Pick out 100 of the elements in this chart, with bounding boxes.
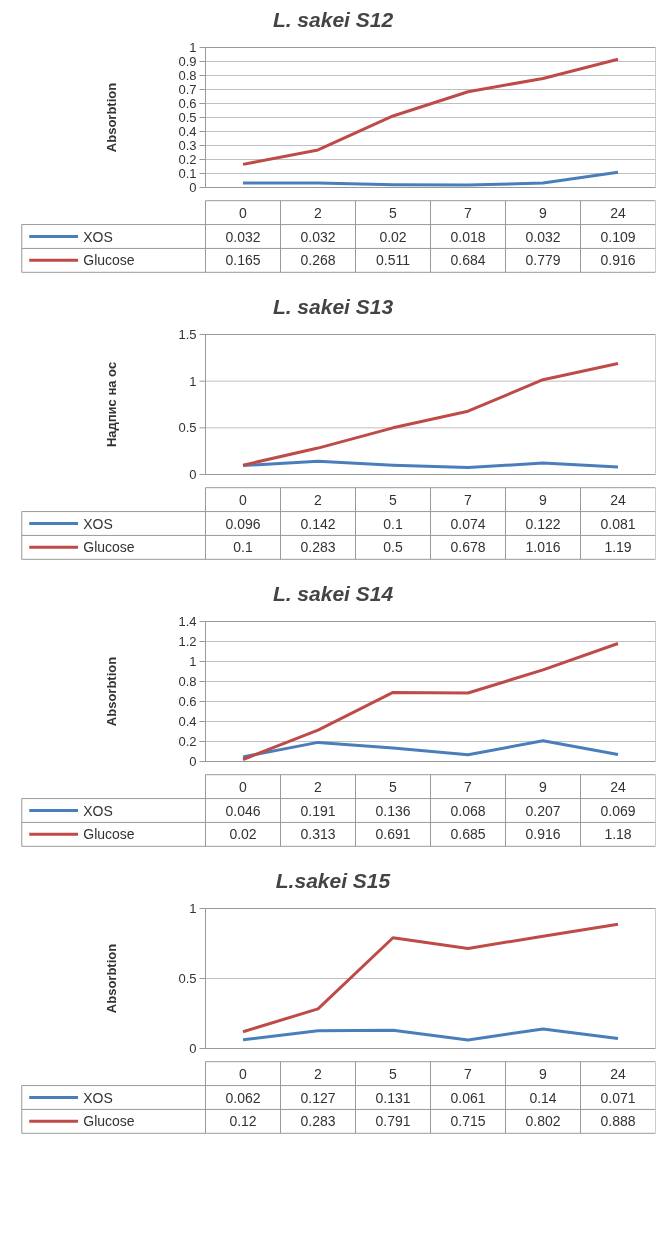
y-tick-label: 0: [189, 754, 197, 769]
legend-label: XOS: [83, 1089, 113, 1106]
category-label: 7: [464, 204, 472, 221]
category-label: 2: [314, 1065, 322, 1082]
y-tick-label: 0.5: [178, 971, 197, 986]
data-label: 0.032: [525, 228, 561, 245]
y-tick-label: 0.7: [178, 82, 197, 97]
data-label: 0.062: [225, 1089, 261, 1106]
data-label: 0.068: [450, 802, 486, 819]
data-label: 0.165: [225, 252, 261, 269]
data-label: 0.074: [450, 515, 486, 532]
category-label: 24: [610, 491, 626, 508]
data-label: 0.283: [300, 1113, 336, 1130]
legend-label: XOS: [83, 228, 113, 245]
category-label: 5: [389, 778, 397, 795]
y-tick-label: 0.5: [178, 110, 197, 125]
category-label: 9: [539, 204, 547, 221]
line-series: [241, 922, 620, 1034]
line-series: [241, 361, 620, 467]
data-label: 0.069: [600, 802, 636, 819]
y-tick-label: 0.8: [178, 674, 197, 689]
category-label: 9: [539, 491, 547, 508]
data-label: 0.207: [525, 802, 561, 819]
y-axis-title: Absorbtion: [104, 656, 120, 727]
y-tick-label: 0.1: [178, 166, 197, 181]
category-label: 2: [314, 491, 322, 508]
line-series: [241, 642, 620, 761]
data-label: 0.109: [600, 228, 636, 245]
data-label: 0.032: [225, 228, 261, 245]
data-label: 0.1: [233, 539, 253, 556]
legend-label: Glucose: [83, 252, 135, 269]
y-tick-label: 0.3: [178, 138, 197, 153]
y-tick-label: 1.5: [178, 327, 197, 342]
category-label: 0: [239, 778, 247, 795]
data-label: 0.779: [525, 252, 561, 269]
legend-label: Glucose: [83, 826, 135, 843]
line-series: [241, 170, 620, 187]
chart-title: L.sakei S15: [275, 868, 391, 892]
category-label: 2: [314, 204, 322, 221]
y-axis-title: Absorbtion: [104, 943, 120, 1014]
category-label: 0: [239, 491, 247, 508]
category-label: 7: [464, 491, 472, 508]
data-label: 0.313: [300, 826, 336, 843]
data-label: 0.268: [300, 252, 336, 269]
category-label: 2: [314, 778, 322, 795]
line-series: [241, 1027, 620, 1042]
data-label: 0.791: [375, 1113, 411, 1130]
y-tick-label: 0.4: [178, 714, 197, 729]
data-label: 0.5: [383, 539, 403, 556]
legend-label: XOS: [83, 515, 113, 532]
y-tick-label: 0.5: [178, 420, 197, 436]
category-label: 9: [539, 778, 547, 795]
chart-title: L. sakei S12: [272, 7, 394, 31]
category-label: 24: [610, 778, 626, 795]
data-label: 0.081: [600, 515, 636, 532]
data-label: 0.061: [450, 1089, 486, 1106]
category-label: 24: [610, 1065, 626, 1082]
data-label: 0.046: [225, 802, 261, 819]
data-label: 0.136: [375, 802, 411, 819]
category-label: 24: [610, 204, 626, 221]
legend-label: Glucose: [83, 539, 135, 556]
category-label: 0: [239, 204, 247, 221]
data-label: 0.684: [450, 252, 486, 269]
data-label: 0.131: [375, 1089, 411, 1106]
y-tick-label: 1: [189, 901, 197, 916]
data-label: 0.715: [450, 1113, 486, 1130]
y-axis-title: Absorbtion: [104, 82, 120, 153]
line-series: [241, 459, 620, 470]
data-label: 0.018: [450, 228, 486, 245]
category-label: 0: [239, 1065, 247, 1082]
category-label: 5: [389, 491, 397, 508]
data-label: 0.511: [376, 252, 411, 269]
y-tick-label: 0.2: [178, 152, 197, 167]
data-label: 0.191: [300, 802, 336, 819]
data-label: 0.888: [600, 1113, 636, 1130]
y-tick-label: 1: [189, 373, 197, 389]
data-label: 0.12: [229, 1113, 257, 1130]
category-label: 9: [539, 1065, 547, 1082]
y-tick-label: 0.6: [178, 694, 197, 709]
y-tick-label: 0.8: [178, 68, 197, 83]
line-series: [241, 739, 620, 759]
data-label: 1.18: [604, 826, 632, 843]
y-tick-label: 0: [189, 467, 197, 482]
data-label: 0.02: [229, 826, 257, 843]
y-tick-label: 1.2: [178, 634, 197, 649]
y-tick-label: 0.9: [178, 54, 197, 69]
y-tick-label: 1: [189, 654, 197, 669]
data-label: 0.02: [379, 228, 407, 245]
chart-title: L. sakei S14: [272, 581, 394, 605]
y-tick-label: 0.2: [178, 734, 197, 749]
data-label: 0.071: [600, 1089, 636, 1106]
category-label: 7: [464, 778, 472, 795]
data-label: 0.122: [525, 515, 561, 532]
category-label: 5: [389, 204, 397, 221]
y-axis-title: Надпис на ос: [104, 361, 120, 448]
chart-title: L. sakei S13: [272, 294, 394, 318]
y-tick-label: 1: [189, 40, 197, 55]
legend-label: XOS: [83, 802, 113, 819]
data-label: 0.802: [525, 1113, 561, 1130]
data-label: 0.283: [300, 539, 336, 556]
